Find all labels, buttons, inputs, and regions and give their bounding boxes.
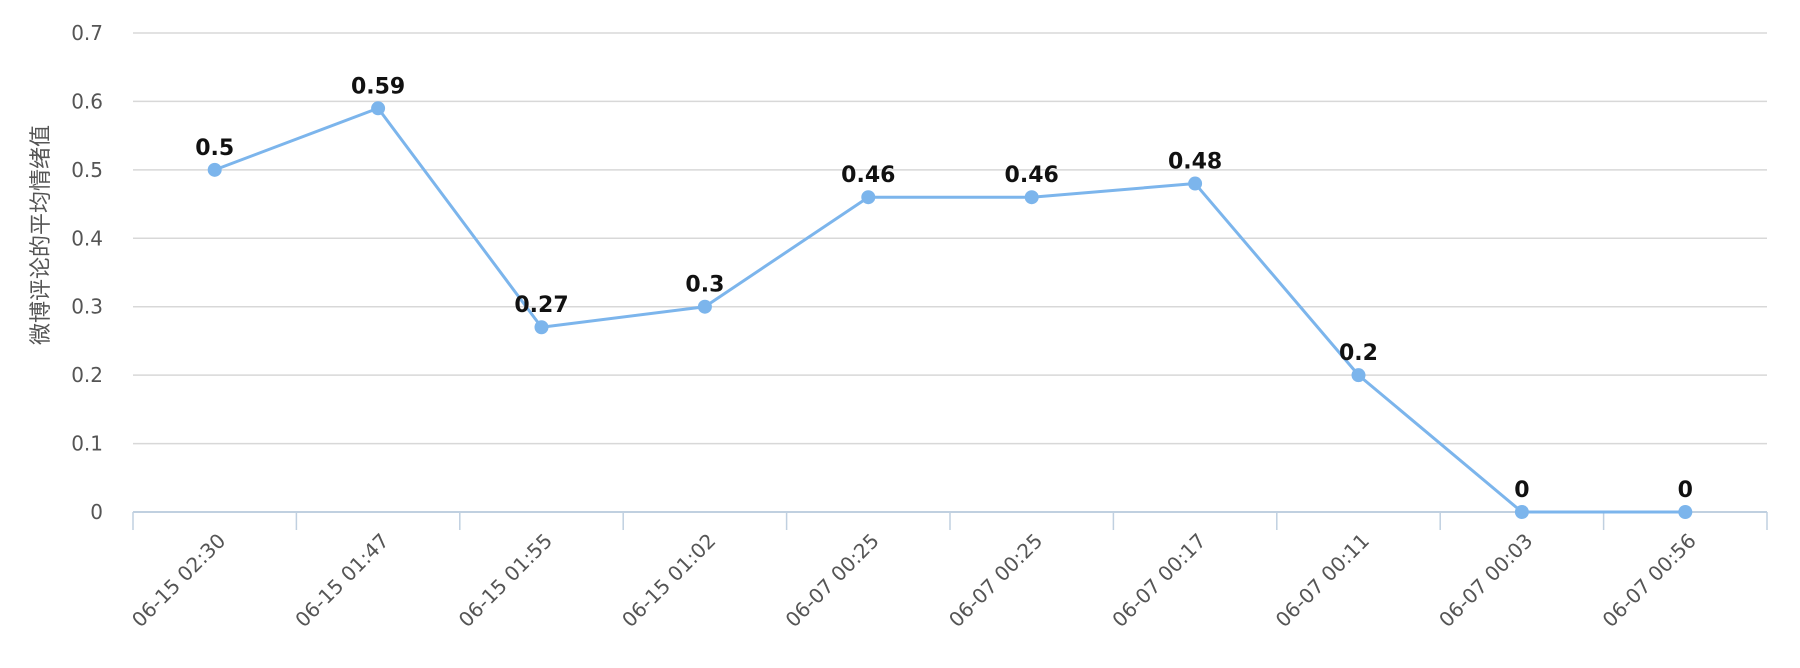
data-point xyxy=(1024,190,1039,205)
x-axis-ticks: 06-15 02:30 06-15 01:47 06-15 01:55 06-15 0… xyxy=(127,529,1701,632)
x-tick-label: 06-07 00:25 xyxy=(944,529,1047,632)
data-labels: 0.5 0.59 0.27 0.3 0.46 0.46 0.48 0.2 0 0 xyxy=(195,74,1693,503)
data-point xyxy=(207,162,222,177)
y-tick-label: 0.2 xyxy=(71,363,103,387)
y-tick-label: 0.7 xyxy=(71,21,103,45)
data-label: 0.46 xyxy=(1005,163,1059,188)
y-tick-label: 0.1 xyxy=(71,432,103,456)
data-label: 0.5 xyxy=(195,136,234,161)
x-tick-label: 06-07 00:11 xyxy=(1271,529,1374,632)
series-line-group xyxy=(214,106,1686,514)
data-label: 0.48 xyxy=(1168,150,1222,175)
data-label: 0.46 xyxy=(841,163,895,188)
data-point xyxy=(1351,368,1366,383)
data-label: 0.3 xyxy=(685,273,724,298)
y-tick-label: 0.6 xyxy=(71,89,103,113)
data-point xyxy=(1514,505,1529,519)
x-axis xyxy=(132,511,1768,530)
x-tick-label: 06-15 02:30 xyxy=(127,529,230,632)
data-label: 0.59 xyxy=(351,74,405,99)
grid-lines xyxy=(133,32,1767,445)
data-point xyxy=(1188,176,1203,191)
series-line xyxy=(214,106,1686,514)
data-point xyxy=(1678,505,1693,519)
x-tick-label: 06-07 00:03 xyxy=(1434,529,1537,632)
data-points xyxy=(207,101,1693,519)
x-tick-label: 06-07 00:56 xyxy=(1598,529,1701,632)
y-tick-label: 0.5 xyxy=(71,158,103,182)
data-point xyxy=(371,101,386,116)
data-label: 0.27 xyxy=(514,293,568,318)
x-tick-label: 06-07 00:25 xyxy=(781,529,884,632)
x-tick-label: 06-07 00:17 xyxy=(1107,529,1210,632)
x-tick-label: 06-15 01:47 xyxy=(290,529,393,632)
data-label: 0 xyxy=(1514,478,1529,503)
y-axis-label: 微博评论的平均情绪值 xyxy=(29,125,54,345)
y-tick-label: 0 xyxy=(90,500,103,524)
data-point xyxy=(697,299,712,314)
data-point xyxy=(534,320,549,335)
data-label: 0 xyxy=(1678,478,1693,503)
data-label: 0.2 xyxy=(1339,341,1378,366)
y-tick-label: 0.3 xyxy=(71,295,103,319)
x-tick-label: 06-15 01:55 xyxy=(454,529,557,632)
y-tick-label: 0.4 xyxy=(71,226,103,250)
y-axis-ticks: 0 0.1 0.2 0.3 0.4 0.5 0.6 0.7 xyxy=(71,21,103,524)
x-tick-label: 06-15 01:02 xyxy=(617,529,720,632)
data-point xyxy=(861,190,876,205)
